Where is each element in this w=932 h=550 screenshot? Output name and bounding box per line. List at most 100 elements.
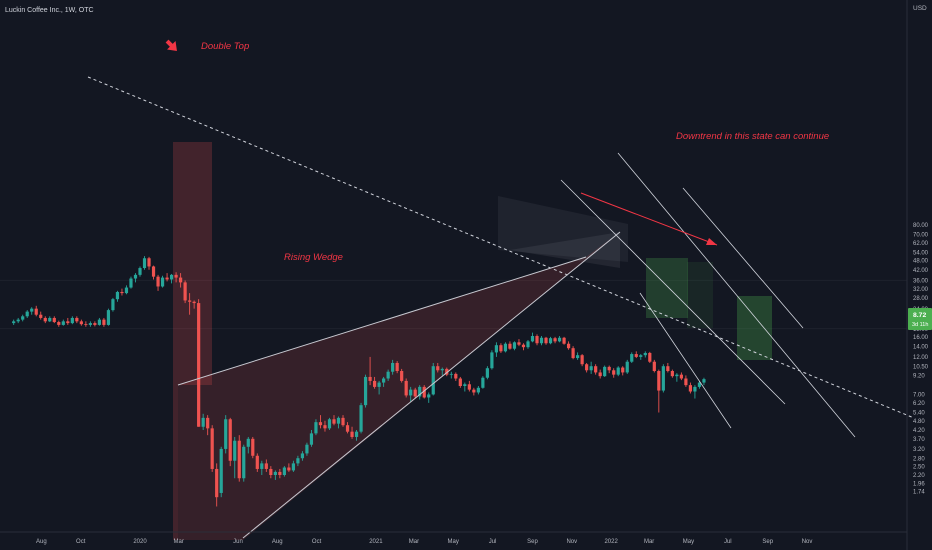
candle — [648, 351, 652, 363]
candle-body — [580, 355, 584, 365]
price-tick-label: 5.40 — [913, 411, 925, 417]
candle — [427, 392, 431, 403]
candle-body — [535, 336, 539, 344]
drawings-back — [173, 142, 772, 540]
candle-body — [557, 337, 562, 342]
candle — [120, 288, 124, 296]
candle-body — [485, 368, 489, 378]
candle-body — [445, 368, 449, 375]
candle — [449, 371, 453, 379]
wedge-breakdown-zone — [510, 232, 620, 268]
candle — [697, 380, 702, 389]
box-zone-1 — [646, 258, 688, 318]
price-tick-label: 1.74 — [913, 490, 925, 496]
candle-body — [201, 417, 205, 427]
candle-body — [251, 438, 255, 456]
price-axis[interactable]: USD 80.00 70.00 62.00 54.00 48.00 42.00 36.00 3… — [906, 0, 932, 550]
candle — [368, 356, 372, 386]
candle — [499, 343, 503, 353]
candle — [431, 362, 435, 396]
candle-body — [323, 425, 327, 429]
candle — [436, 362, 440, 373]
candle — [327, 417, 332, 430]
candle — [359, 402, 363, 434]
price-tick-label: 2.80 — [913, 456, 925, 462]
candle — [97, 317, 101, 326]
time-tick-label: 2022 — [604, 539, 618, 545]
price-tick-label: 3.20 — [913, 447, 925, 453]
candle — [260, 460, 264, 476]
candle — [409, 386, 413, 402]
candle — [188, 293, 192, 315]
candle-body — [93, 323, 97, 325]
time-tick-label: Jul — [489, 539, 497, 545]
candle-body — [242, 446, 246, 479]
candle — [336, 416, 341, 429]
last-price-value: 8.72 — [913, 312, 926, 319]
candle — [39, 311, 43, 320]
price-tick-label: 7.00 — [913, 393, 925, 399]
candle-body — [21, 316, 25, 320]
candle-body — [634, 354, 638, 357]
candle — [129, 276, 133, 289]
grid — [0, 279, 907, 330]
candle — [341, 415, 345, 427]
candle — [156, 274, 160, 291]
candle — [12, 319, 16, 325]
candle-body — [639, 355, 643, 357]
candle — [332, 415, 336, 426]
candle — [372, 376, 377, 389]
candle-body — [359, 405, 363, 432]
candle-body — [693, 386, 697, 392]
candle — [454, 372, 458, 381]
candle — [174, 272, 178, 283]
candle — [287, 463, 291, 472]
price-tick-label: 80.00 — [913, 223, 929, 229]
time-tick-label: Nov — [802, 539, 813, 545]
candle-body — [418, 386, 422, 397]
candle — [539, 336, 544, 346]
candle-body — [463, 384, 467, 387]
candle-body — [530, 336, 535, 342]
rising-wedge-label: Rising Wedge — [284, 252, 343, 263]
candle-body — [684, 378, 688, 386]
time-tick-label: Sep — [762, 539, 773, 545]
candle-body — [97, 319, 101, 325]
candle — [219, 446, 223, 498]
time-tick-label: Oct — [76, 539, 86, 545]
candle-body — [562, 337, 566, 344]
candle — [576, 352, 580, 360]
candle-body — [467, 384, 471, 390]
candle-body — [246, 438, 250, 447]
candle-body — [702, 379, 706, 383]
top-shade-zone — [498, 196, 628, 262]
candle — [111, 297, 115, 312]
candle-body — [363, 376, 368, 406]
wedge-upper-line — [177, 256, 587, 386]
box-zone-2 — [687, 262, 713, 328]
candle — [138, 266, 142, 277]
candle-body — [571, 348, 575, 359]
candle — [404, 378, 408, 398]
candle-body — [585, 364, 589, 371]
time-axis[interactable]: Aug Oct 2020 Mar Jun Aug Oct 2021 Mar May Jul Sep No… — [0, 531, 907, 545]
candle-body — [431, 366, 435, 395]
candle — [70, 316, 74, 325]
price-tick-label: 9.20 — [913, 374, 925, 380]
candle — [61, 319, 65, 326]
price-tick-label: 2.20 — [913, 473, 925, 479]
candle-body — [400, 371, 404, 381]
candles — [12, 256, 706, 507]
candle-body — [197, 303, 201, 427]
candle-body — [494, 345, 499, 353]
candle-body — [391, 362, 395, 372]
candle — [57, 320, 61, 327]
candle-body — [318, 422, 323, 426]
candle — [557, 336, 562, 343]
red-trend-arrow-head — [706, 238, 717, 245]
candle — [666, 362, 670, 373]
candle-body — [345, 425, 350, 432]
candle — [400, 368, 404, 383]
